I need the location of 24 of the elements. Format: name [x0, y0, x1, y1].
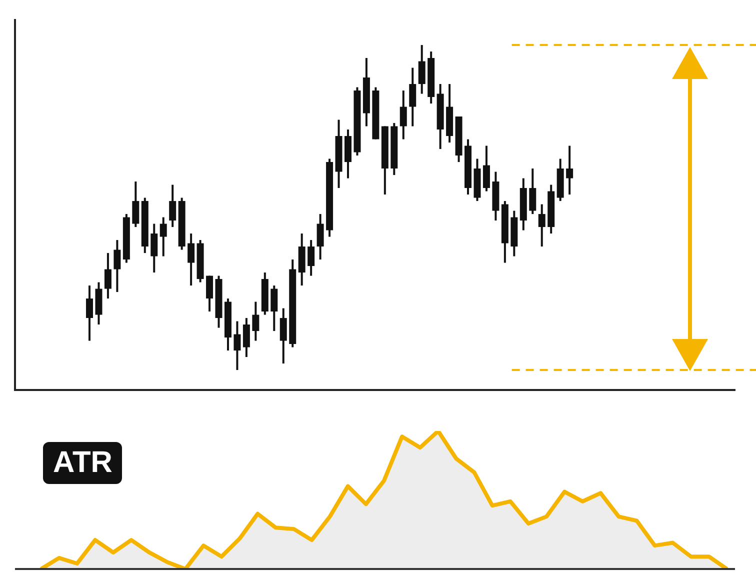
candlestick: [409, 66, 416, 128]
candlestick: [150, 222, 158, 274]
candlestick: [529, 168, 536, 216]
candlestick: [316, 213, 324, 261]
candlestick: [114, 239, 121, 294]
candlestick: [104, 252, 112, 300]
candlestick: [86, 284, 94, 342]
candlestick: [400, 90, 407, 140]
candlestick: [206, 274, 214, 313]
candlestick: [160, 216, 167, 258]
candlestick: [418, 44, 426, 95]
candlestick: [308, 239, 315, 277]
candlestick: [482, 144, 490, 192]
candlestick: [280, 307, 287, 365]
candlestick: [242, 317, 250, 358]
candlestick: [566, 144, 574, 196]
candlestick: [538, 203, 546, 248]
candlestick: [132, 180, 140, 228]
candlestick: [169, 184, 176, 228]
candlestick: [252, 300, 260, 342]
text: ATR: [43, 442, 122, 484]
candlestick: [270, 284, 278, 332]
candlestick: [234, 320, 241, 372]
candlestick: [188, 232, 195, 287]
